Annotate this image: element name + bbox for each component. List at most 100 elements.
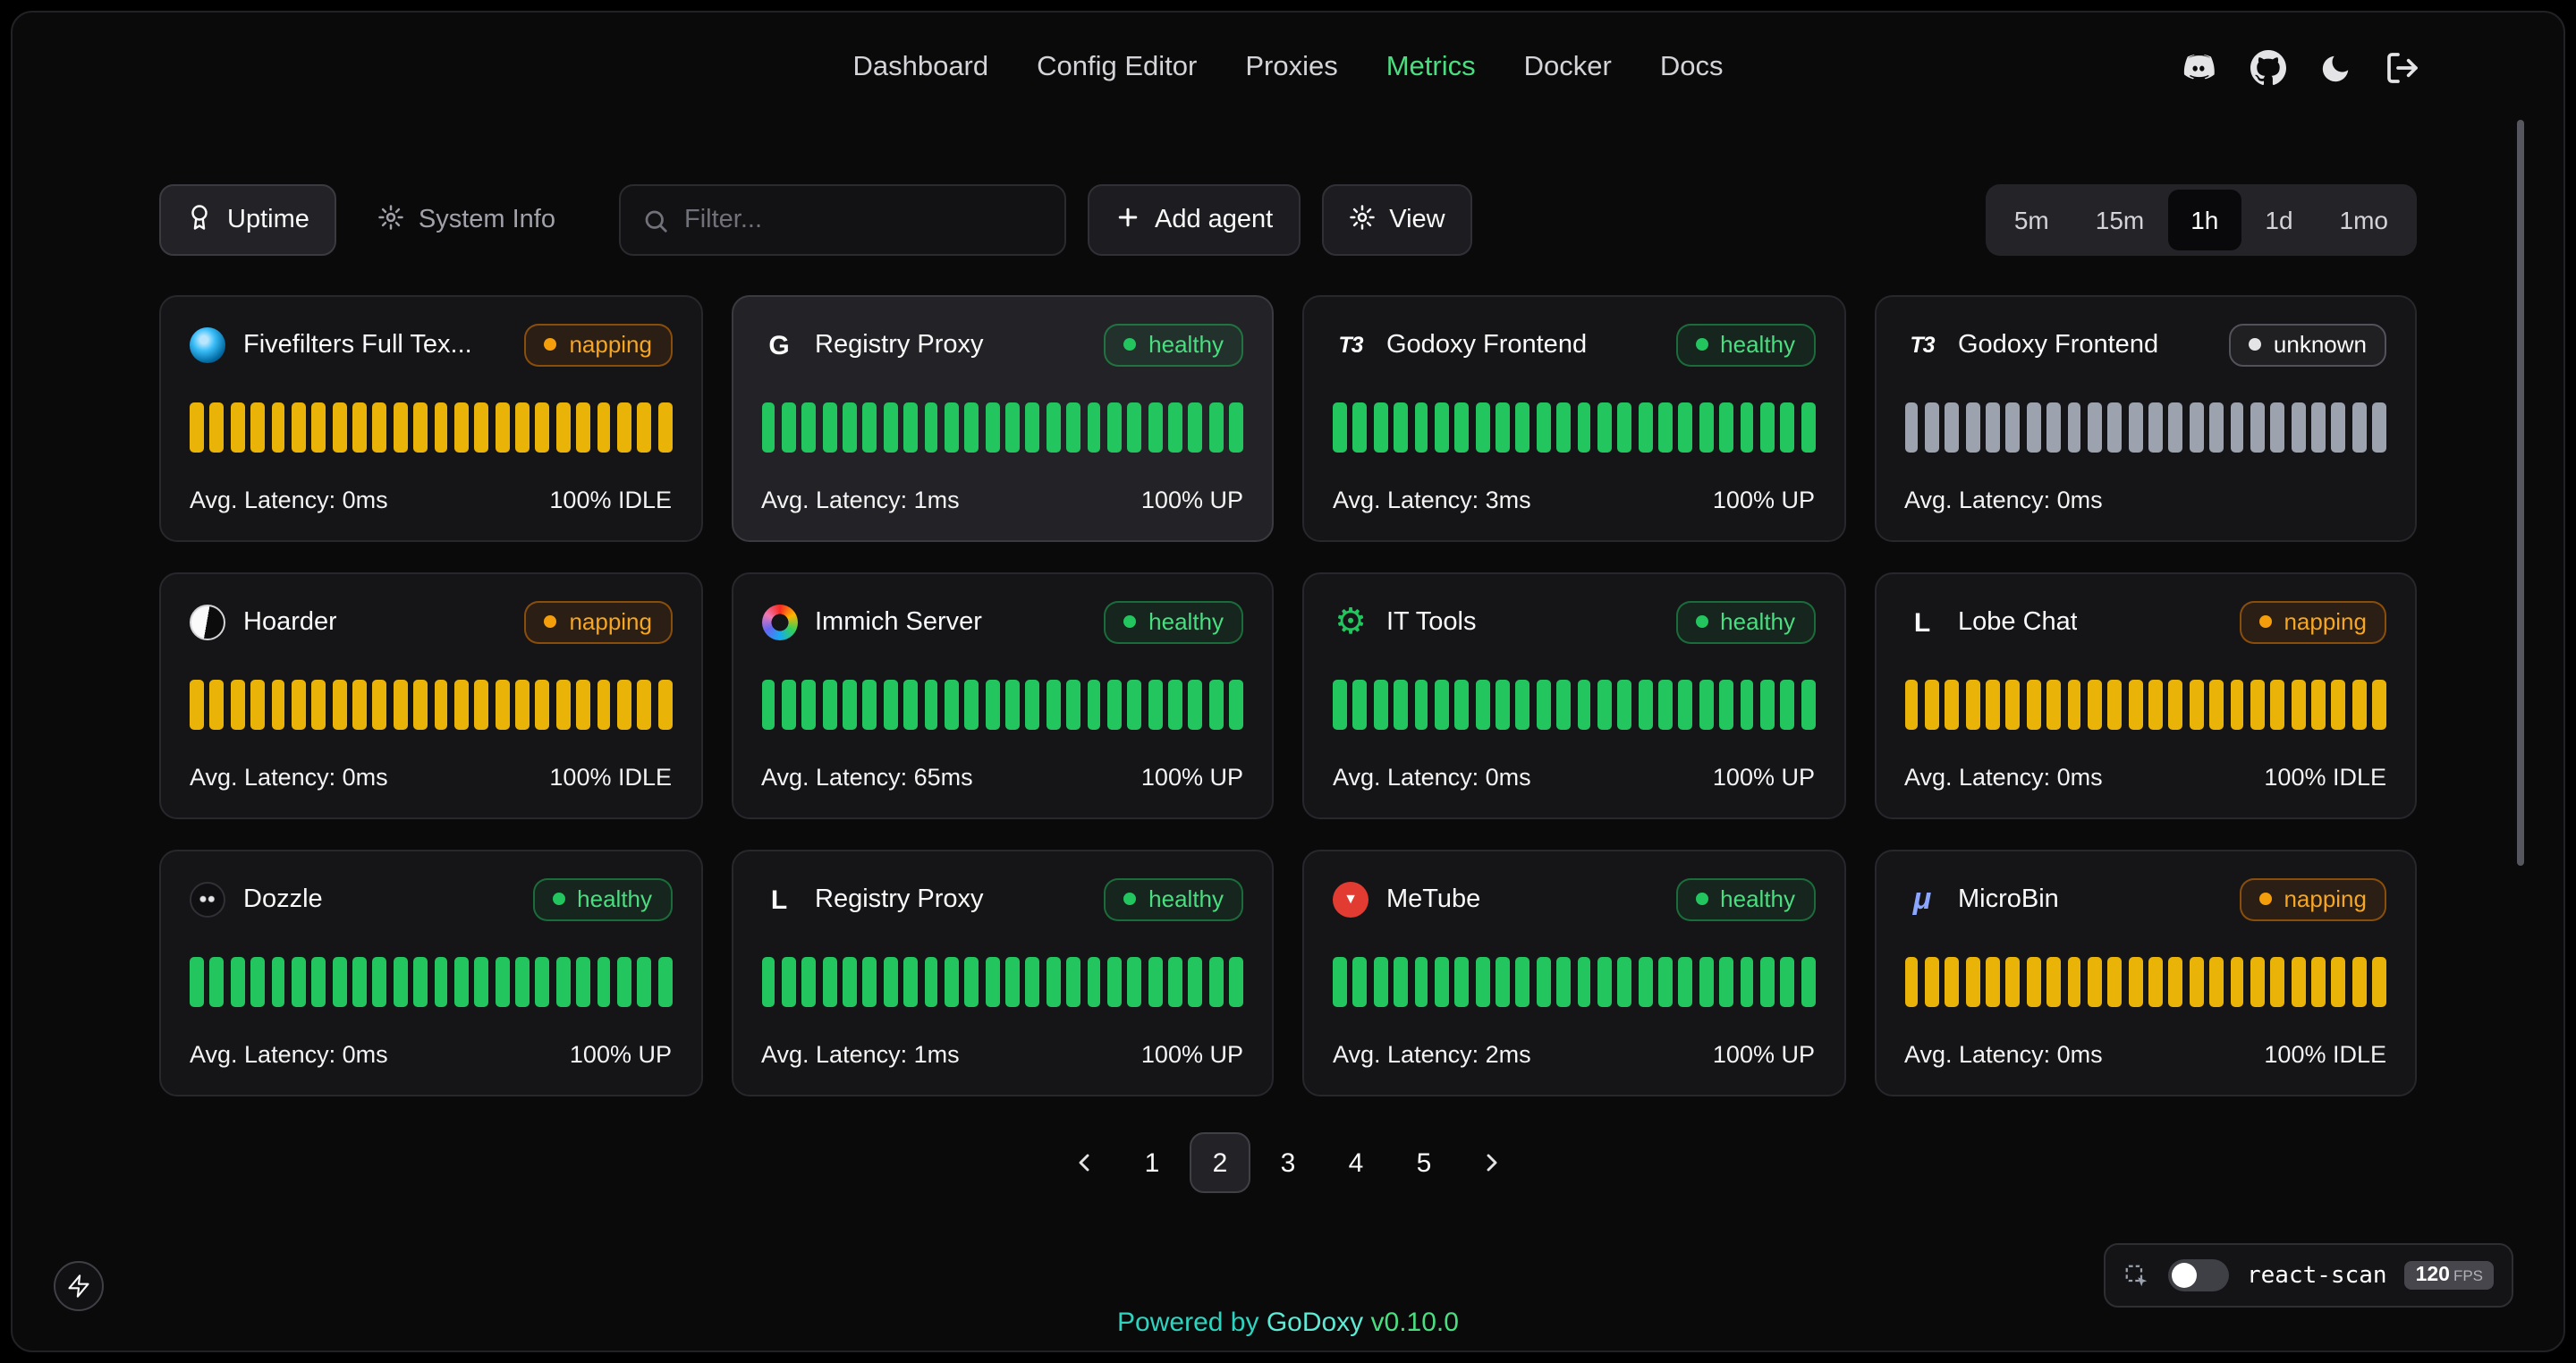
card-header: Dozzle healthy (190, 878, 672, 921)
uptime-percent-label: 100% UP (1140, 1041, 1243, 1068)
search-icon (641, 207, 668, 233)
powered-by-text: Powered by (1117, 1308, 1259, 1338)
service-title: Registry Proxy (815, 885, 984, 914)
chevron-left-icon[interactable] (1054, 1132, 1114, 1193)
page-button-5[interactable]: 5 (1394, 1132, 1454, 1193)
status-dot-icon (1695, 338, 1708, 351)
status-badge: healthy (1104, 878, 1243, 921)
nav-item-config-editor[interactable]: Config Editor (1037, 52, 1198, 82)
uptime-bars-chart (190, 402, 672, 452)
card-footer: Avg. Latency: 0ms 100% IDLE (1904, 1041, 2386, 1068)
status-label: healthy (1148, 331, 1224, 358)
godoxy-link[interactable]: GoDoxy (1266, 1308, 1364, 1338)
uptime-percent-label: 100% UP (569, 1041, 672, 1068)
github-icon[interactable] (2250, 50, 2286, 86)
service-title: IT Tools (1386, 608, 1477, 637)
nav-item-docker[interactable]: Docker (1523, 52, 1612, 82)
status-badge: napping (524, 324, 672, 367)
tab-uptime[interactable]: Uptime (159, 184, 336, 256)
status-badge: healthy (532, 878, 672, 921)
version-text: v0.10.0 (1370, 1308, 1459, 1338)
time-range-1d[interactable]: 1d (2241, 190, 2316, 250)
service-card[interactable]: Dozzle healthy Avg. Latency: 0ms 100% UP (159, 850, 702, 1096)
discord-icon[interactable] (2179, 50, 2218, 86)
status-badge: healthy (1675, 324, 1815, 367)
add-agent-button[interactable]: Add agent (1087, 184, 1301, 256)
service-card[interactable]: L Lobe Chat napping Avg. Latency: 0ms 10… (1874, 572, 2417, 819)
service-title: Lobe Chat (1958, 608, 2078, 637)
card-footer: Avg. Latency: 0ms 100% UP (190, 1041, 672, 1068)
time-range-5m[interactable]: 5m (1991, 190, 2072, 250)
service-card[interactable]: Immich Server healthy Avg. Latency: 65ms… (731, 572, 1274, 819)
service-card[interactable]: ⚙ IT Tools healthy Avg. Latency: 0ms 100… (1302, 572, 1845, 819)
status-label: napping (2284, 608, 2367, 635)
status-label: unknown (2273, 331, 2367, 358)
card-footer: Avg. Latency: 2ms 100% UP (1333, 1041, 1815, 1068)
service-card[interactable]: L Registry Proxy healthy Avg. Latency: 1… (731, 850, 1274, 1096)
service-title: Godoxy Frontend (1958, 331, 2159, 360)
uptime-bars-chart (190, 679, 672, 729)
page-button-1[interactable]: 1 (1122, 1132, 1182, 1193)
scrollbar-thumb[interactable] (2517, 120, 2524, 866)
uptime-bars-chart (1333, 956, 1815, 1006)
status-dot-icon (1123, 893, 1137, 905)
status-label: healthy (1148, 885, 1224, 912)
time-range-1mo[interactable]: 1mo (2317, 190, 2411, 250)
view-button[interactable]: View (1321, 184, 1472, 256)
service-title: Hoarder (243, 608, 337, 637)
card-footer: Avg. Latency: 1ms 100% UP (761, 487, 1243, 513)
status-badge: unknown (2228, 324, 2386, 367)
service-card[interactable]: ▼ MeTube healthy Avg. Latency: 2ms 100% … (1302, 850, 1845, 1096)
nav-item-docs[interactable]: Docs (1659, 52, 1724, 82)
latency-label: Avg. Latency: 0ms (1904, 764, 2103, 791)
lightning-fab[interactable] (54, 1261, 104, 1311)
view-gear-icon (1348, 203, 1375, 237)
status-label: napping (569, 608, 652, 635)
nav-item-metrics[interactable]: Metrics (1385, 52, 1476, 82)
service-card[interactable]: T3 Godoxy Frontend unknown Avg. Latency:… (1874, 295, 2417, 542)
service-title: Registry Proxy (815, 331, 984, 360)
page-content: Uptime System Info (13, 184, 2563, 1338)
service-card[interactable]: Fivefilters Full Tex... napping Avg. Lat… (159, 295, 702, 542)
status-dot-icon (2248, 338, 2261, 351)
card-footer: Avg. Latency: 1ms 100% UP (761, 1041, 1243, 1068)
service-card[interactable]: μ MicroBin napping Avg. Latency: 0ms 100… (1874, 850, 2417, 1096)
uptime-percent-label: 100% UP (1712, 764, 1815, 791)
chevron-right-icon[interactable] (1462, 1132, 1522, 1193)
inspect-icon[interactable] (2123, 1262, 2150, 1289)
status-dot-icon (2258, 893, 2272, 905)
status-label: napping (569, 331, 652, 358)
theme-toggle-moon-icon[interactable] (2318, 51, 2352, 85)
uptime-percent-label: 100% IDLE (2264, 1041, 2386, 1068)
fps-badge: 120 FPS (2404, 1261, 2494, 1290)
top-nav: Dashboard Config Editor Proxies Metrics Dock… (13, 13, 2563, 123)
time-range-15m[interactable]: 15m (2072, 190, 2167, 250)
page-button-2[interactable]: 2 (1190, 1132, 1250, 1193)
metube-favicon-icon: ▼ (1333, 882, 1368, 918)
nav-item-proxies[interactable]: Proxies (1245, 52, 1338, 82)
uptime-bars-chart (1904, 956, 2386, 1006)
latency-label: Avg. Latency: 0ms (190, 487, 388, 513)
filter-input[interactable] (684, 206, 1042, 234)
status-label: healthy (1148, 608, 1224, 635)
fps-value: 120 (2415, 1265, 2450, 1286)
service-title: Dozzle (243, 885, 323, 914)
service-card[interactable]: Hoarder napping Avg. Latency: 0ms 100% I… (159, 572, 702, 819)
tab-system-info[interactable]: System Info (351, 184, 582, 256)
latency-label: Avg. Latency: 0ms (1904, 487, 2103, 513)
page-button-4[interactable]: 4 (1326, 1132, 1386, 1193)
logout-icon[interactable] (2385, 50, 2420, 86)
status-badge: healthy (1675, 878, 1815, 921)
dozzle-favicon-icon (190, 882, 225, 918)
nav-item-dashboard[interactable]: Dashboard (852, 52, 989, 82)
card-header: L Lobe Chat napping (1904, 601, 2386, 644)
time-range-1h[interactable]: 1h (2167, 190, 2242, 250)
status-dot-icon (544, 615, 557, 628)
react-scan-toggle[interactable] (2168, 1259, 2229, 1291)
hoarder-favicon-icon (190, 605, 225, 640)
page-button-3[interactable]: 3 (1258, 1132, 1318, 1193)
service-card[interactable]: T3 Godoxy Frontend healthy Avg. Latency:… (1302, 295, 1845, 542)
service-card[interactable]: G Registry Proxy healthy Avg. Latency: 1… (731, 295, 1274, 542)
card-footer: Avg. Latency: 0ms 100% IDLE (190, 487, 672, 513)
